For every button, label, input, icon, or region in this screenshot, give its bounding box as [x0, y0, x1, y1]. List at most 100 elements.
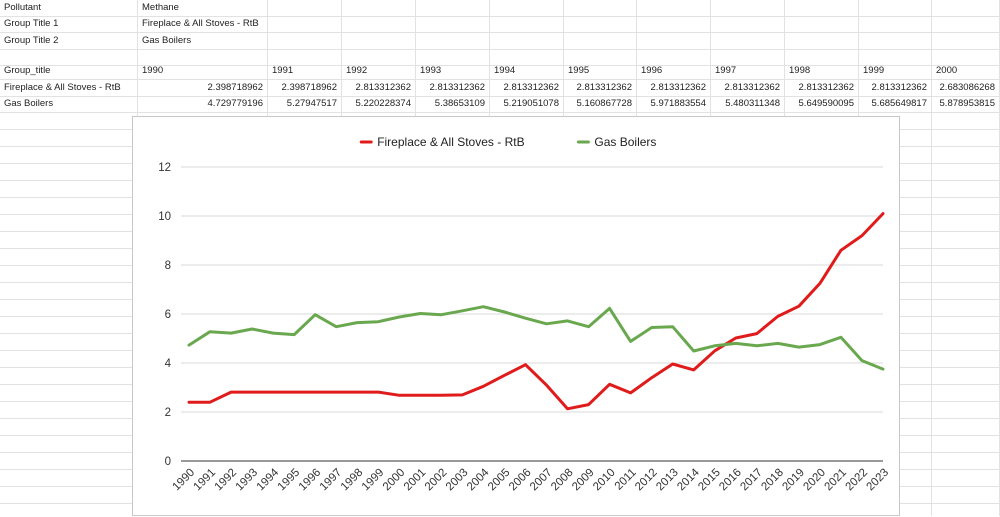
sheet-cell[interactable]	[932, 16, 1000, 32]
sheet-cell[interactable]	[932, 113, 1000, 129]
sheet-cell[interactable]	[637, 0, 711, 16]
sheet-cell[interactable]	[711, 49, 785, 65]
sheet-cell[interactable]	[932, 419, 1000, 435]
sheet-cell[interactable]	[932, 266, 1000, 282]
sheet-cell[interactable]: 2.398718962	[268, 80, 342, 96]
sheet-cell[interactable]	[0, 368, 138, 384]
sheet-cell[interactable]: 2.813312362	[564, 80, 637, 96]
sheet-cell[interactable]	[859, 504, 932, 516]
sheet-cell[interactable]	[342, 0, 416, 16]
sheet-cell[interactable]	[859, 181, 932, 197]
sheet-cell[interactable]	[785, 16, 859, 32]
sheet-cell[interactable]	[859, 453, 932, 469]
sheet-cell[interactable]	[0, 130, 138, 146]
sheet-cell[interactable]: 5.219051078	[490, 96, 564, 112]
sheet-cell[interactable]: 2.813312362	[490, 80, 564, 96]
sheet-cell[interactable]	[932, 215, 1000, 231]
sheet-cell[interactable]	[859, 487, 932, 503]
sheet-cell[interactable]	[268, 49, 342, 65]
sheet-cell[interactable]	[0, 436, 138, 452]
sheet-cell[interactable]: 1998	[785, 63, 859, 79]
sheet-cell[interactable]	[711, 33, 785, 49]
sheet-cell[interactable]: 5.878953815	[932, 96, 1000, 112]
sheet-cell[interactable]	[859, 49, 932, 65]
sheet-cell[interactable]	[859, 33, 932, 49]
sheet-cell[interactable]	[490, 49, 564, 65]
sheet-cell[interactable]	[0, 470, 138, 486]
sheet-cell[interactable]	[416, 33, 490, 49]
sheet-cell[interactable]	[0, 300, 138, 316]
sheet-cell[interactable]	[932, 487, 1000, 503]
sheet-cell[interactable]: 1993	[416, 63, 490, 79]
sheet-cell[interactable]	[932, 130, 1000, 146]
sheet-cell[interactable]	[416, 16, 490, 32]
sheet-cell[interactable]	[932, 453, 1000, 469]
sheet-cell[interactable]	[932, 147, 1000, 163]
sheet-cell[interactable]	[637, 49, 711, 65]
sheet-cell[interactable]: 5.27947517	[268, 96, 342, 112]
sheet-cell[interactable]	[859, 147, 932, 163]
sheet-cell[interactable]	[932, 164, 1000, 180]
sheet-cell[interactable]: 2.813312362	[859, 80, 932, 96]
sheet-cell[interactable]	[0, 266, 138, 282]
sheet-cell[interactable]	[0, 385, 138, 401]
sheet-cell[interactable]	[564, 33, 637, 49]
sheet-cell[interactable]	[490, 16, 564, 32]
sheet-cell[interactable]: 5.220228374	[342, 96, 416, 112]
sheet-cell[interactable]: 5.480311348	[711, 96, 785, 112]
sheet-cell[interactable]	[0, 402, 138, 418]
sheet-cell[interactable]	[859, 232, 932, 248]
sheet-cell[interactable]: 2.813312362	[637, 80, 711, 96]
sheet-cell[interactable]: Gas Boilers	[138, 33, 268, 49]
sheet-cell[interactable]	[859, 130, 932, 146]
sheet-cell[interactable]	[0, 249, 138, 265]
sheet-cell[interactable]	[0, 198, 138, 214]
sheet-cell[interactable]	[785, 33, 859, 49]
sheet-cell[interactable]	[932, 334, 1000, 350]
sheet-cell[interactable]	[932, 198, 1000, 214]
sheet-cell[interactable]	[932, 504, 1000, 516]
sheet-cell[interactable]	[932, 33, 1000, 49]
sheet-cell[interactable]: Group Title 2	[0, 33, 138, 49]
sheet-cell[interactable]	[932, 351, 1000, 367]
sheet-cell[interactable]	[859, 16, 932, 32]
sheet-cell[interactable]: 1995	[564, 63, 637, 79]
sheet-cell[interactable]: 2.813312362	[416, 80, 490, 96]
sheet-cell[interactable]	[564, 16, 637, 32]
sheet-cell[interactable]	[342, 16, 416, 32]
sheet-cell[interactable]	[859, 402, 932, 418]
sheet-cell[interactable]	[564, 0, 637, 16]
sheet-cell[interactable]	[859, 164, 932, 180]
sheet-cell[interactable]	[932, 317, 1000, 333]
sheet-cell[interactable]: Group Title 1	[0, 16, 138, 32]
sheet-cell[interactable]	[0, 49, 138, 65]
sheet-cell[interactable]	[0, 283, 138, 299]
sheet-cell[interactable]	[268, 33, 342, 49]
sheet-cell[interactable]	[932, 300, 1000, 316]
sheet-cell[interactable]	[0, 419, 138, 435]
sheet-cell[interactable]: 2.813312362	[785, 80, 859, 96]
sheet-cell[interactable]	[0, 487, 138, 503]
sheet-cell[interactable]: 2000	[932, 63, 1000, 79]
sheet-cell[interactable]	[859, 283, 932, 299]
sheet-cell[interactable]: 5.971883554	[637, 96, 711, 112]
sheet-cell[interactable]	[0, 215, 138, 231]
sheet-cell[interactable]	[932, 0, 1000, 16]
sheet-cell[interactable]: Fireplace & All Stoves - RtB	[138, 16, 268, 32]
sheet-cell[interactable]: 5.160867728	[564, 96, 637, 112]
sheet-cell[interactable]: 5.38653109	[416, 96, 490, 112]
sheet-cell[interactable]	[859, 198, 932, 214]
sheet-cell[interactable]: Fireplace & All Stoves - RtB	[0, 80, 138, 96]
sheet-cell[interactable]	[0, 232, 138, 248]
sheet-cell[interactable]	[859, 351, 932, 367]
sheet-cell[interactable]	[859, 266, 932, 282]
sheet-cell[interactable]	[859, 385, 932, 401]
sheet-cell[interactable]: 2.398718962	[138, 80, 268, 96]
sheet-cell[interactable]	[0, 504, 138, 516]
sheet-cell[interactable]	[416, 49, 490, 65]
sheet-cell[interactable]	[859, 419, 932, 435]
sheet-cell[interactable]: 1991	[268, 63, 342, 79]
sheet-cell[interactable]: 1996	[637, 63, 711, 79]
sheet-cell[interactable]	[785, 49, 859, 65]
sheet-cell[interactable]: 5.649590095	[785, 96, 859, 112]
